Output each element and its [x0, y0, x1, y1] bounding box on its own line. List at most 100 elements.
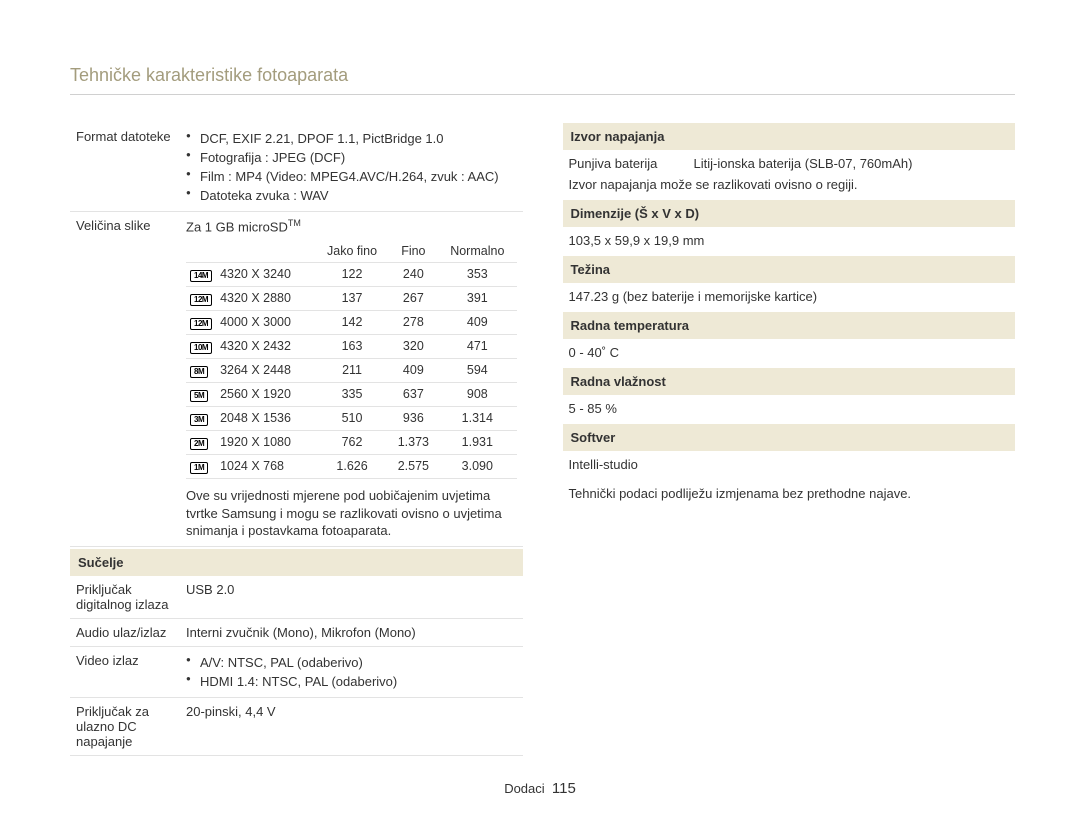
- val-fino: 240: [389, 263, 439, 287]
- table-row: Audio ulaz/izlazInterni zvučnik (Mono), …: [70, 618, 523, 646]
- col-fino: Fino: [389, 240, 439, 263]
- val-jakofino: 122: [315, 263, 388, 287]
- section-body: 5 - 85 %: [563, 395, 1016, 424]
- section-body: 0 - 40˚ C: [563, 339, 1016, 368]
- list-item: Datoteka zvuka : WAV: [186, 186, 517, 205]
- size-icon: 1M: [186, 455, 216, 479]
- section-header: Radna vlažnost: [563, 368, 1016, 395]
- val-normalno: 409: [438, 311, 516, 335]
- size-note: Ove su vrijednosti mjerene pod uobičajen…: [186, 487, 517, 540]
- table-row: Video izlazA/V: NTSC, PAL (odaberivo)HDM…: [70, 646, 523, 697]
- val-normalno: 1.314: [438, 407, 516, 431]
- right-column: Izvor napajanja Punjiva baterija Litij-ion…: [563, 123, 1016, 756]
- resolution: 4320 X 3240: [216, 263, 315, 287]
- table-row: Priključak digitalnog izlazaUSB 2.0: [70, 576, 523, 619]
- section-note: Izvor napajanja može se razlikovati ovis…: [569, 177, 1010, 192]
- val-fino: 409: [389, 359, 439, 383]
- resolution: 2048 X 1536: [216, 407, 315, 431]
- val-normalno: 1.931: [438, 431, 516, 455]
- section-header: Težina: [563, 256, 1016, 283]
- val-jakofino: 510: [315, 407, 388, 431]
- blank: [216, 240, 315, 263]
- val-fino: 320: [389, 335, 439, 359]
- size-lead-text: Za 1 GB microSD: [186, 219, 288, 234]
- list-item: Film : MP4 (Video: MPEG4.AVC/H.264, zvuk…: [186, 167, 517, 186]
- resolution: 2560 X 1920: [216, 383, 315, 407]
- val-normalno: 3.090: [438, 455, 516, 479]
- val-fino: 278: [389, 311, 439, 335]
- section-header: Dimenzije (Š x V x D): [563, 200, 1016, 227]
- iface-label: Priključak digitalnog izlaza: [70, 576, 180, 619]
- table-row: 5M2560 X 1920335637908: [186, 383, 517, 407]
- table-row: 1M1024 X 7681.6262.5753.090: [186, 455, 517, 479]
- value-format: DCF, EXIF 2.21, DPOF 1.1, PictBridge 1.0…: [180, 123, 523, 212]
- iface-value: 20-pinski, 4,4 V: [180, 697, 523, 755]
- content-columns: Format datoteke DCF, EXIF 2.21, DPOF 1.1…: [70, 123, 1015, 756]
- section-header: Izvor napajanja: [563, 123, 1016, 150]
- kv-label: Punjiva baterija: [569, 156, 664, 171]
- footer-page: 115: [552, 780, 576, 797]
- list-item: HDMI 1.4: NTSC, PAL (odaberivo): [186, 672, 517, 691]
- kv-value: Litij-ionska baterija (SLB-07, 760mAh): [694, 156, 913, 171]
- table-row: 8M3264 X 2448211409594: [186, 359, 517, 383]
- iface-label: Audio ulaz/izlaz: [70, 618, 180, 646]
- left-column: Format datoteke DCF, EXIF 2.21, DPOF 1.1…: [70, 123, 523, 756]
- interface-table: Priključak digitalnog izlazaUSB 2.0Audio…: [70, 576, 523, 756]
- table-row: Priključak za ulazno DC napajanje20-pins…: [70, 697, 523, 755]
- list-item: Fotografija : JPEG (DCF): [186, 148, 517, 167]
- size-icon: 3M: [186, 407, 216, 431]
- iface-value: USB 2.0: [180, 576, 523, 619]
- iface-value: A/V: NTSC, PAL (odaberivo)HDMI 1.4: NTSC…: [180, 646, 523, 697]
- resolution: 4320 X 2880: [216, 287, 315, 311]
- val-normalno: 353: [438, 263, 516, 287]
- blank: [186, 240, 216, 263]
- iface-label: Priključak za ulazno DC napajanje: [70, 697, 180, 755]
- format-bullets: DCF, EXIF 2.21, DPOF 1.1, PictBridge 1.0…: [186, 129, 517, 205]
- val-fino: 2.575: [389, 455, 439, 479]
- list-item: DCF, EXIF 2.21, DPOF 1.1, PictBridge 1.0: [186, 129, 517, 148]
- section-header-sucelje: Sučelje: [70, 549, 523, 576]
- val-jakofino: 163: [315, 335, 388, 359]
- table-row: 3M2048 X 15365109361.314: [186, 407, 517, 431]
- resolution: 4000 X 3000: [216, 311, 315, 335]
- col-normalno: Normalno: [438, 240, 516, 263]
- val-jakofino: 137: [315, 287, 388, 311]
- value-size: Za 1 GB microSDTM Jako fino Fino Normaln…: [180, 212, 523, 547]
- section-body: 147.23 g (bez baterije i memorijske kart…: [563, 283, 1016, 312]
- trademark: TM: [288, 218, 301, 228]
- table-row: 14M4320 X 3240122240353: [186, 263, 517, 287]
- val-normalno: 391: [438, 287, 516, 311]
- resolution: 1024 X 768: [216, 455, 315, 479]
- resolution: 3264 X 2448: [216, 359, 315, 383]
- size-icon: 10M: [186, 335, 216, 359]
- val-normalno: 908: [438, 383, 516, 407]
- val-fino: 936: [389, 407, 439, 431]
- iface-value: Interni zvučnik (Mono), Mikrofon (Mono): [180, 618, 523, 646]
- right-footnote: Tehnički podaci podliježu izmjenama bez …: [563, 480, 1016, 507]
- val-jakofino: 762: [315, 431, 388, 455]
- val-jakofino: 211: [315, 359, 388, 383]
- footer-section: Dodaci: [504, 781, 544, 796]
- col-jakofino: Jako fino: [315, 240, 388, 263]
- size-icon: 12M: [186, 287, 216, 311]
- val-normalno: 471: [438, 335, 516, 359]
- label-format: Format datoteke: [70, 123, 180, 212]
- section-header: Radna temperatura: [563, 312, 1016, 339]
- row-format: Format datoteke DCF, EXIF 2.21, DPOF 1.1…: [70, 123, 523, 212]
- table-row: 12M4320 X 2880137267391: [186, 287, 517, 311]
- section-body: 103,5 x 59,9 x 19,9 mm: [563, 227, 1016, 256]
- val-jakofino: 335: [315, 383, 388, 407]
- size-icon: 2M: [186, 431, 216, 455]
- val-jakofino: 1.626: [315, 455, 388, 479]
- label-size: Veličina slike: [70, 212, 180, 547]
- row-size: Veličina slike Za 1 GB microSDTM Jako fi…: [70, 212, 523, 547]
- iface-label: Video izlaz: [70, 646, 180, 697]
- list-item: A/V: NTSC, PAL (odaberivo): [186, 653, 517, 672]
- resolution: 1920 X 1080: [216, 431, 315, 455]
- table-row: 12M4000 X 3000142278409: [186, 311, 517, 335]
- size-icon: 5M: [186, 383, 216, 407]
- size-icon: 8M: [186, 359, 216, 383]
- page-title: Tehničke karakteristike fotoaparata: [70, 65, 1015, 95]
- val-normalno: 594: [438, 359, 516, 383]
- val-jakofino: 142: [315, 311, 388, 335]
